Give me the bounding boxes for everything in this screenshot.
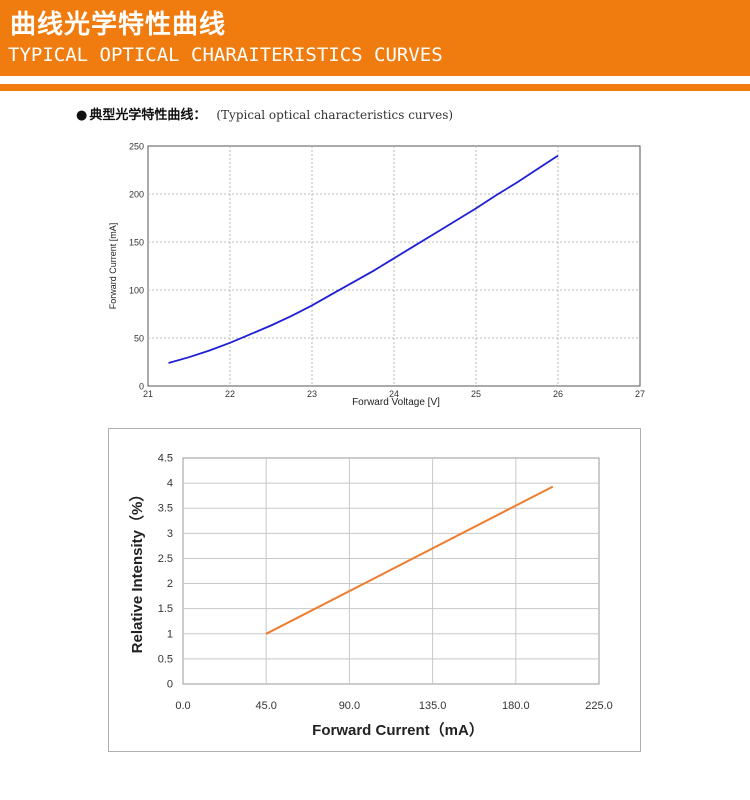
chart2-y-tick-label: 1.5	[158, 603, 173, 615]
orange-divider	[0, 84, 750, 91]
section-heading-en: (Typical optical characteristics curves)	[216, 108, 454, 122]
chart2-y-tick-label: 4	[167, 478, 173, 490]
chart1-x-tick-label: 25	[471, 389, 481, 399]
chart2-x-tick-label: 90.0	[339, 700, 360, 712]
chart1-y-tick-label: 150	[129, 238, 144, 248]
banner-subtitle: TYPICAL OPTICAL CHARAITERISTICS CURVES	[8, 44, 443, 66]
chart1-y-axis-label: Forward Current [mA]	[108, 223, 118, 310]
chart1-x-tick-label: 27	[635, 389, 645, 399]
chart2-y-tick-label: 0.5	[158, 653, 173, 665]
chart1-y-tick-label: 50	[134, 334, 144, 344]
chart2-y-tick-label: 4.5	[158, 453, 173, 465]
chart2-y-tick-label: 1	[167, 628, 173, 640]
chart2-y-tick-label: 3	[167, 528, 173, 540]
chart2-y-tick-label: 0	[167, 679, 173, 691]
chart1-y-tick-label: 250	[129, 142, 144, 152]
chart1-x-tick-label: 21	[143, 389, 153, 399]
chart2-x-tick-label: 45.0	[255, 700, 276, 712]
chart2-series-line	[265, 485, 554, 635]
chart1-x-tick-label: 24	[389, 389, 399, 399]
relative-intensity-chart: 0.0 45.0 90.0 135.0 180.0 225.0 0 0.5 1 1.5 2 2.5 3 3…	[108, 428, 641, 752]
banner-title: 曲线光学特性曲线	[10, 10, 227, 40]
section-heading-zh: 典型光学特性曲线：	[89, 108, 207, 123]
chart2-plot-area	[182, 457, 600, 685]
chart1-x-tick-label: 23	[307, 389, 317, 399]
chart2-y-tick-label: 3.5	[158, 503, 173, 515]
chart2-y-tick-label: 2.5	[158, 553, 173, 565]
chart2-x-axis-label: Forward Current（mA）	[312, 721, 484, 739]
chart1-x-axis-label: Forward Voltage [V]	[352, 397, 440, 408]
section-heading: ● 典型光学特性曲线： (Typical optical characteristi…	[76, 104, 453, 123]
header-banner: 曲线光学特性曲线 TYPICAL OPTICAL CHARAITERISTICS…	[0, 0, 750, 76]
bullet-icon: ●	[76, 108, 88, 123]
forward-voltage-current-chart: 21 22 23 24 25 26 27 0 50 100 150 200 250 Forward Vo…	[108, 142, 645, 409]
chart1-y-tick-label: 0	[139, 382, 144, 392]
chart2-y-axis-label: Relative Intensity（%）	[128, 487, 146, 654]
chart1-y-tick-label: 200	[129, 190, 144, 200]
chart2-x-tick-label: 180.0	[502, 700, 530, 712]
chart1-x-tick-label: 26	[553, 389, 563, 399]
chart2-y-tick-label: 2	[167, 578, 173, 590]
chart2-x-tick-label: 225.0	[585, 700, 613, 712]
chart2-x-tick-label: 0.0	[175, 700, 190, 712]
chart1-series-line	[168, 154, 559, 364]
chart1-x-tick-label: 22	[225, 389, 235, 399]
chart2-x-tick-label: 135.0	[419, 700, 447, 712]
chart1-y-tick-label: 100	[129, 286, 144, 296]
